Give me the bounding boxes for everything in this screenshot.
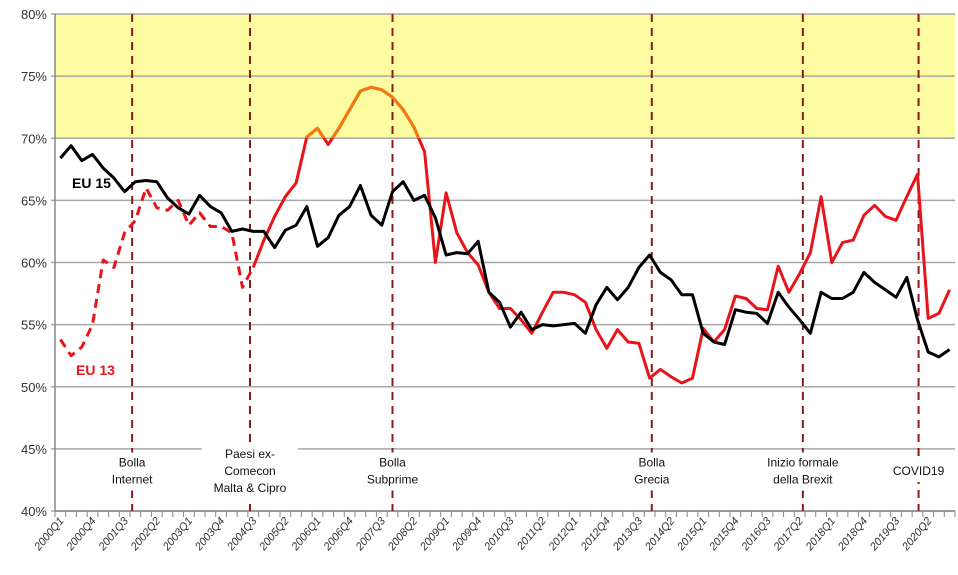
x-tick-label: 2000Q4	[64, 515, 99, 553]
event-label: Inizio formale	[767, 456, 839, 470]
event-label: Grecia	[634, 473, 670, 487]
y-tick-label: 45%	[21, 442, 47, 457]
x-tick-label: 2016Q3	[739, 515, 775, 554]
x-tick-label: 2018Q1	[803, 515, 838, 553]
x-tick-label: 2017Q2	[771, 515, 806, 553]
event-label: Malta & Cipro	[214, 481, 287, 495]
y-tick-label: 70%	[21, 131, 47, 146]
series-eu13-dashed-line	[59, 186, 255, 358]
y-tick-label: 80%	[21, 7, 47, 22]
event-label: Bolla	[119, 456, 146, 470]
event-label: Paesi ex-	[225, 447, 275, 461]
x-tick-label: 2015Q4	[707, 515, 742, 553]
series-eu15-line	[59, 144, 951, 359]
x-tick-label: 2014Q2	[642, 515, 677, 553]
x-tick-label: 2006Q1	[289, 515, 324, 553]
x-tick-label: 2002Q2	[128, 515, 163, 553]
event-label-bg	[100, 452, 164, 491]
series-label-eu15: EU 15	[72, 175, 111, 191]
event-label-bg	[627, 452, 677, 491]
series-lines	[59, 85, 951, 385]
y-tick-label: 65%	[21, 193, 47, 208]
x-tick-label: 2020Q2	[900, 515, 935, 553]
y-tick-label: 55%	[21, 318, 47, 333]
series-label-eu13: EU 13	[76, 362, 115, 378]
event-label: Comecon	[224, 464, 275, 478]
series-labels: EU 15 EU 13	[72, 175, 115, 378]
y-tick-label: 75%	[21, 69, 47, 84]
y-tick-label: 60%	[21, 256, 47, 271]
x-tick-label: 2019Q3	[867, 515, 903, 554]
x-tick-label: 2003Q4	[192, 515, 227, 553]
x-tick-label: 2000Q1	[32, 515, 67, 553]
x-tick-label: 2005Q2	[257, 515, 292, 553]
x-tick-label: 2015Q1	[675, 515, 710, 553]
event-label: Subprime	[367, 473, 419, 487]
x-tick-label: 2004Q3	[225, 515, 261, 554]
x-tick-label: 2011Q2	[514, 515, 548, 553]
x-tick-label: 2012Q1	[546, 515, 581, 553]
x-tick-label: 2001Q3	[96, 515, 132, 554]
x-tick-label: 2008Q2	[385, 515, 420, 553]
x-tick-label: 2018Q4	[835, 515, 870, 553]
event-label: Bolla	[638, 456, 665, 470]
y-tick-label: 50%	[21, 380, 47, 395]
event-markers: Bolla Internet Paesi ex- Comecon Malta & Cip…	[100, 14, 947, 511]
event-label-bg	[751, 452, 855, 491]
x-tick-label: 2007Q3	[353, 515, 389, 554]
event-label: Internet	[112, 473, 153, 487]
x-tick-label: 2009Q4	[450, 515, 485, 553]
x-tick-label: 2010Q3	[482, 515, 518, 554]
series-eu13-line-in-band	[304, 85, 421, 139]
event-label-bg	[361, 452, 424, 491]
x-tick-label: 2012Q4	[578, 515, 613, 553]
x-tick-label: 2009Q1	[417, 515, 452, 553]
event-label-bg	[201, 444, 299, 499]
x-tick-label: 2006Q4	[321, 515, 356, 553]
x-tick-label: 2013Q3	[610, 515, 646, 554]
event-label: COVID19	[893, 464, 945, 478]
x-tick-label: 2003Q1	[160, 515, 195, 553]
event-label: Bolla	[379, 456, 406, 470]
event-label: della Brexit	[773, 473, 833, 487]
event-label-bg	[890, 461, 947, 482]
y-tick-label: 40%	[21, 504, 47, 519]
